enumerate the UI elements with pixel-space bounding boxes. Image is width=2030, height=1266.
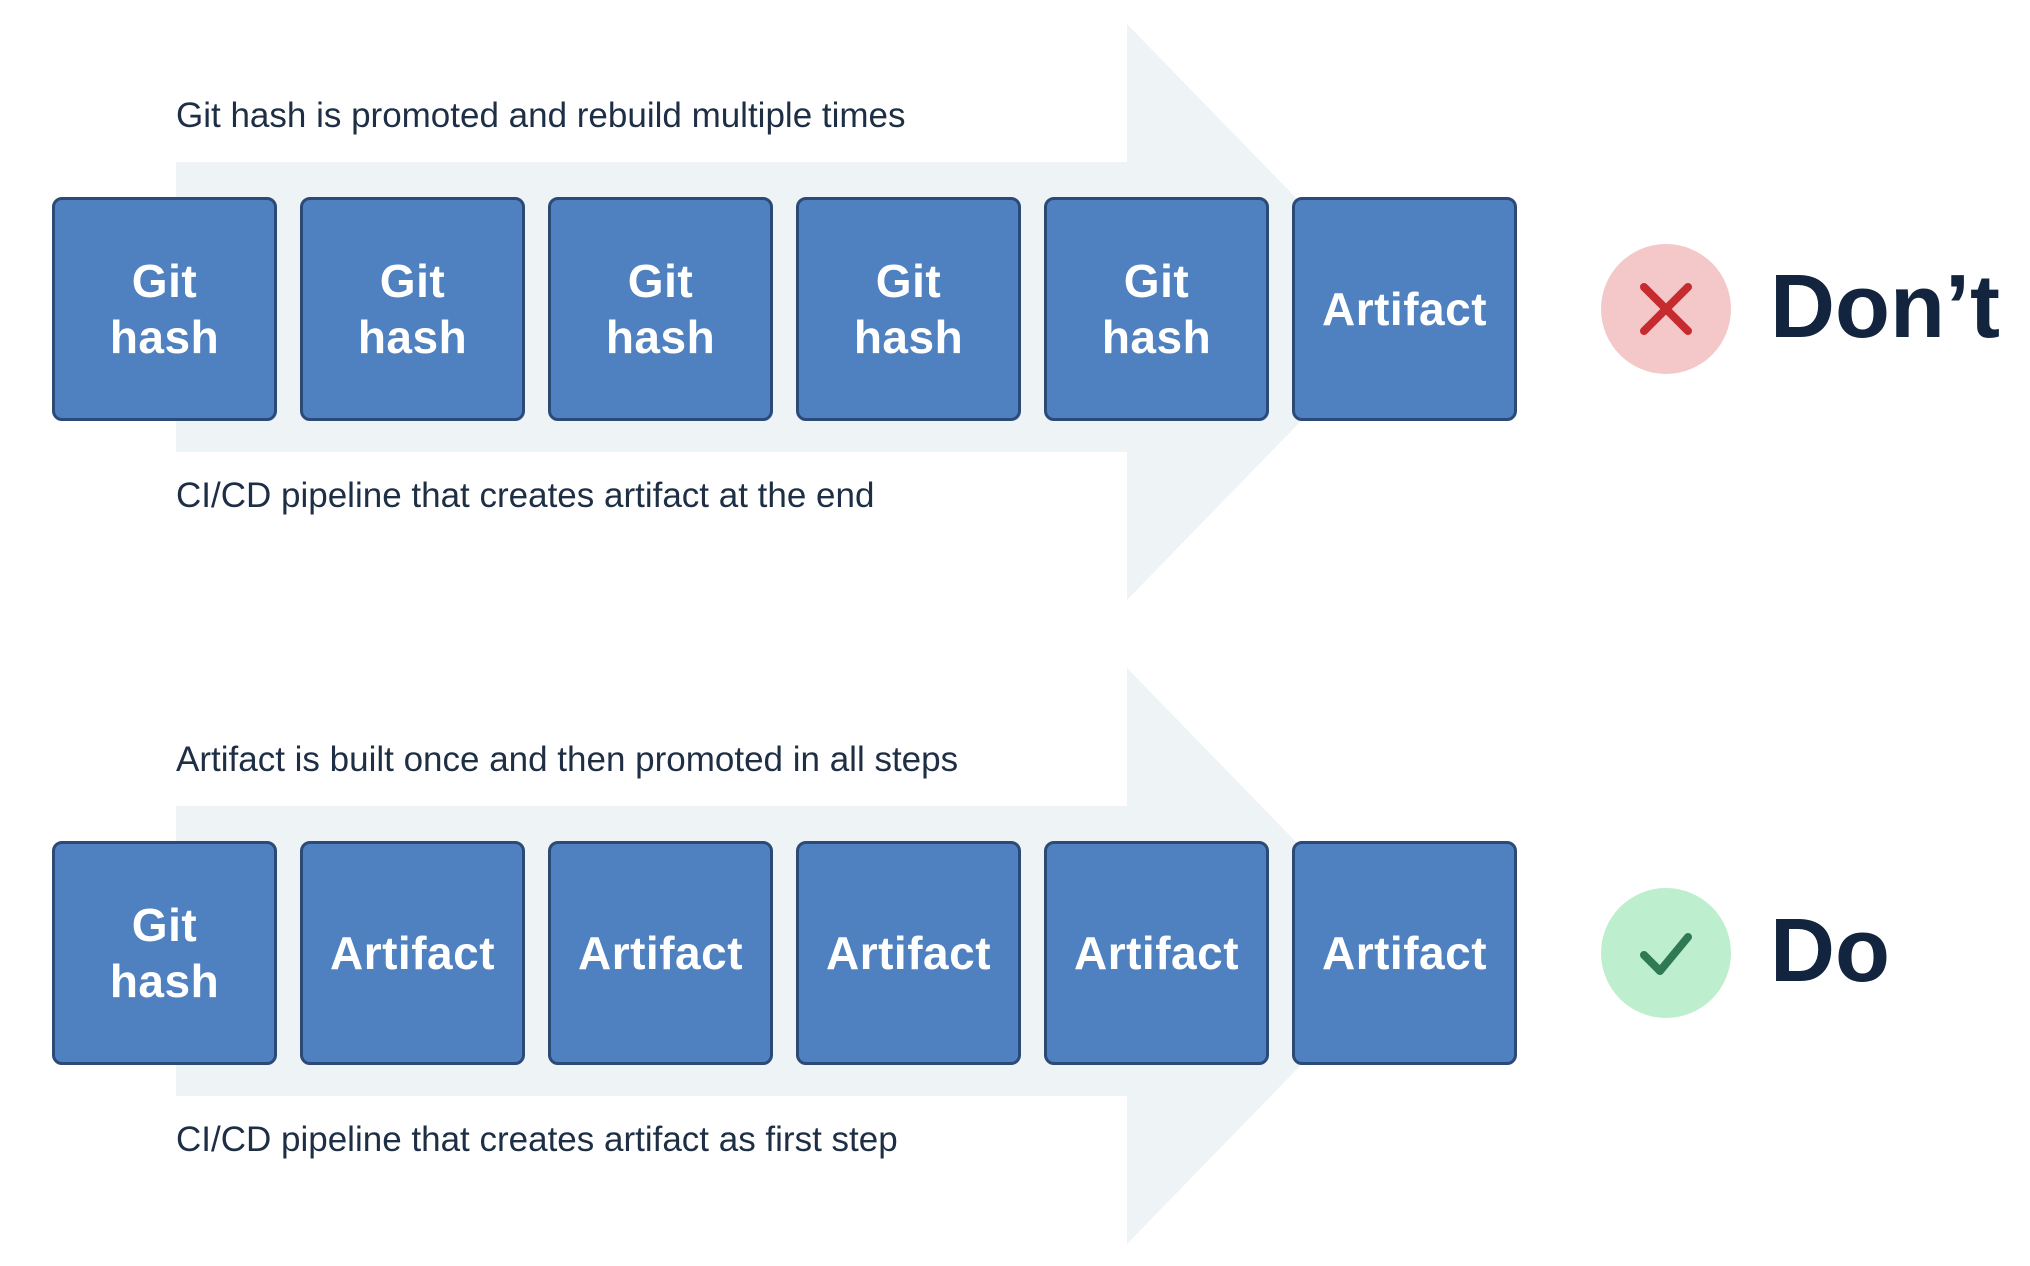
status-badge-dont xyxy=(1601,244,1731,374)
close-icon xyxy=(1640,283,1692,335)
pipeline-step-box: Git hash xyxy=(1044,197,1269,421)
pipeline-step-box: Artifact xyxy=(1044,841,1269,1065)
verdict-label: Don’t xyxy=(1770,257,2000,357)
caption-top: Git hash is promoted and rebuild multipl… xyxy=(176,96,906,135)
pipeline-step-box: Git hash xyxy=(52,197,277,421)
check-icon xyxy=(1640,933,1692,975)
caption-top: Artifact is built once and then promoted… xyxy=(176,740,959,779)
pipeline-arrow xyxy=(176,24,1407,600)
pipeline-step-box: Git hash xyxy=(52,841,277,1065)
pipeline-step-box: Artifact xyxy=(1292,197,1517,421)
pipeline-step-box: Git hash xyxy=(796,197,1021,421)
caption-bottom: CI/CD pipeline that creates artifact as … xyxy=(176,1120,898,1159)
pipeline-step-box: Git hash xyxy=(548,197,773,421)
status-badge-do xyxy=(1601,888,1731,1018)
pipeline-step-box: Artifact xyxy=(548,841,773,1065)
pipeline-step-box: Git hash xyxy=(300,197,525,421)
pipeline-step-box: Artifact xyxy=(1292,841,1517,1065)
dont-row: Git hash is promoted and rebuild multipl… xyxy=(0,0,2030,622)
do-row: Artifact is built once and then promoted… xyxy=(0,644,2030,1266)
pipeline-arrow xyxy=(176,668,1407,1244)
verdict-label: Do xyxy=(1770,901,1890,1001)
pipeline-step-box: Artifact xyxy=(300,841,525,1065)
pipeline-step-box: Artifact xyxy=(796,841,1021,1065)
caption-bottom: CI/CD pipeline that creates artifact at … xyxy=(176,476,875,515)
